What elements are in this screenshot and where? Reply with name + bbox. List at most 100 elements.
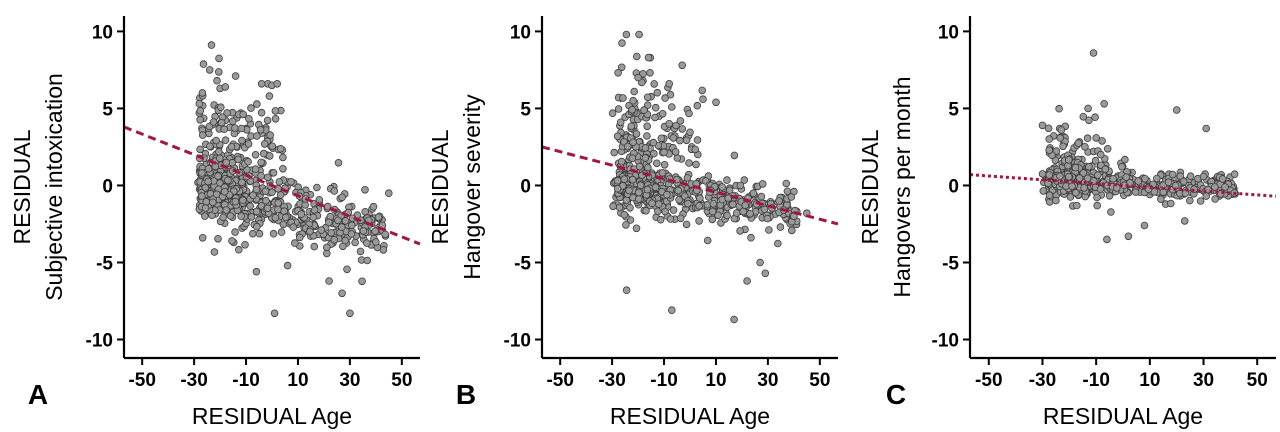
data-point [723,211,731,220]
data-point [334,216,342,225]
data-point [351,238,359,247]
data-point [608,109,617,117]
data-point [198,131,207,139]
data-point [201,212,209,220]
data-point [741,201,750,210]
data-point [287,178,295,186]
x-tick-label: 10 [287,370,308,391]
data-point [678,125,686,133]
data-point [1094,171,1102,179]
data-point [281,213,290,222]
data-point [1141,175,1149,183]
data-point [1073,201,1081,210]
data-point [653,207,662,216]
data-point [228,237,236,245]
data-point [212,136,221,145]
y-tick-label: 0 [102,176,113,197]
x-tick-label: 50 [1247,370,1268,391]
data-point [1039,187,1048,195]
data-point [667,103,676,111]
data-point [330,187,339,195]
data-point [253,100,261,108]
data-point [1045,135,1053,143]
data-point [640,106,648,114]
data-point [381,230,390,239]
data-point [678,61,686,70]
x-tick-label: 10 [705,370,726,391]
data-point [216,154,224,163]
data-point [338,193,346,202]
data-point [347,230,356,238]
data-point [723,176,731,184]
y-axis-title-line: RESIDUAL [427,129,453,244]
data-point [1118,163,1126,171]
y-tick-label: 5 [948,99,959,120]
data-point [273,80,282,88]
data-point [260,140,269,148]
data-point [1176,172,1184,181]
data-point [252,267,261,276]
data-point [247,213,256,221]
data-point [1199,172,1208,181]
data-point [198,169,206,177]
data-point [251,151,260,159]
data-point [1044,124,1053,133]
data-point [219,213,228,222]
data-point [634,188,643,197]
data-point [257,158,265,167]
trend-line [541,145,839,226]
data-point [274,205,282,214]
data-point [695,217,703,225]
panel-letter: B [456,379,476,410]
data-point [220,125,229,133]
data-point [625,186,633,195]
data-point [746,210,754,218]
data-point [641,144,650,152]
data-point [263,116,272,125]
data-point [672,121,680,130]
data-point [268,142,277,151]
data-point [628,154,637,163]
data-point [614,69,622,77]
data-point [346,309,354,318]
data-point [693,136,702,144]
data-point [238,136,246,145]
data-point [651,103,660,112]
data-point [628,175,637,184]
data-point [1091,156,1100,165]
data-point [665,120,673,128]
data-point [632,52,641,61]
data-point [244,157,252,166]
data-point [263,204,272,213]
data-point [649,138,658,147]
data-point [1083,134,1092,143]
data-point [268,188,276,197]
data-point [205,66,214,74]
data-point [249,229,257,238]
data-point [775,197,783,205]
y-tick-label: -5 [96,253,113,274]
data-point [1085,162,1093,171]
data-point [614,105,623,113]
data-point [676,117,685,125]
data-point [1066,193,1075,201]
data-point [622,221,630,229]
data-point [1096,185,1105,193]
data-point [196,106,205,115]
data-point [220,188,229,196]
x-tick-label: 50 [391,370,412,391]
data-point [658,110,667,118]
data-point [201,184,210,192]
data-point [685,159,693,167]
data-point [1068,182,1076,191]
x-tick-label: -30 [598,370,625,391]
data-point [682,220,691,229]
data-point [669,206,678,214]
data-point [1091,113,1099,121]
data-point [226,212,235,220]
data-point [644,163,652,172]
data-point [787,226,796,235]
data-point [337,223,346,231]
data-point [703,236,712,245]
data-point [648,199,656,208]
